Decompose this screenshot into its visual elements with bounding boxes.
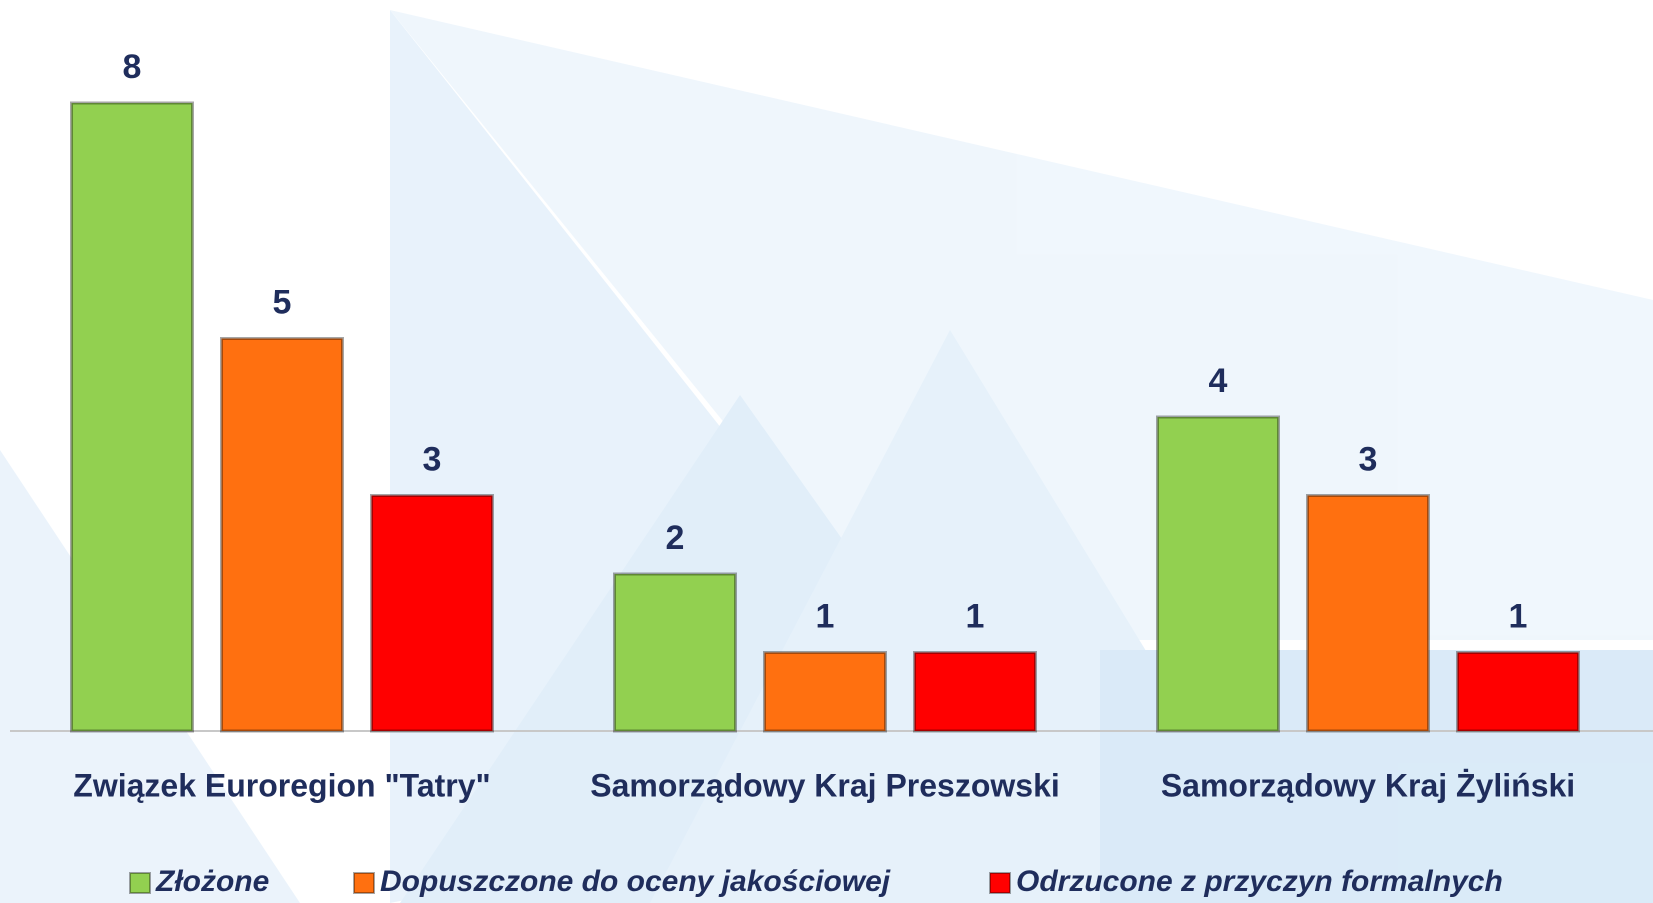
legend: Złożone Dopuszczone do oceny jakościowej O… xyxy=(129,865,1503,898)
bar xyxy=(1456,651,1580,733)
data-label: 1 xyxy=(816,597,835,635)
legend-marker xyxy=(129,872,151,894)
bar xyxy=(370,494,494,733)
bar xyxy=(1156,415,1280,733)
legend-label: Złożone xyxy=(155,865,269,898)
data-label: 4 xyxy=(1209,362,1228,400)
bar xyxy=(1306,494,1430,733)
data-label: 3 xyxy=(423,440,442,478)
x-tick-label: Związek Euroregion "Tatry" xyxy=(73,767,490,803)
x-tick-label: Samorządowy Kraj Żyliński xyxy=(1161,767,1575,803)
data-label: 1 xyxy=(966,597,985,635)
data-label: 5 xyxy=(273,283,292,321)
legend-label: Odrzucone z przyczyn formalnych xyxy=(1016,865,1503,898)
plot: Związek Euroregion "Tatry" 8 5 3 Samorządowy… xyxy=(70,48,1580,803)
data-label: 2 xyxy=(666,519,685,557)
bar xyxy=(763,651,887,733)
x-tick-label: Samorządowy Kraj Preszowski xyxy=(590,767,1060,803)
bar xyxy=(913,651,1037,733)
bar xyxy=(70,101,194,733)
bar xyxy=(613,572,737,733)
bar xyxy=(220,337,344,733)
data-label: 3 xyxy=(1359,440,1378,478)
data-label: 1 xyxy=(1509,597,1528,635)
legend-marker xyxy=(353,872,375,894)
data-label: 8 xyxy=(123,48,142,86)
legend-marker xyxy=(989,872,1011,894)
legend-label: Dopuszczone do oceny jakościowej xyxy=(380,865,891,898)
